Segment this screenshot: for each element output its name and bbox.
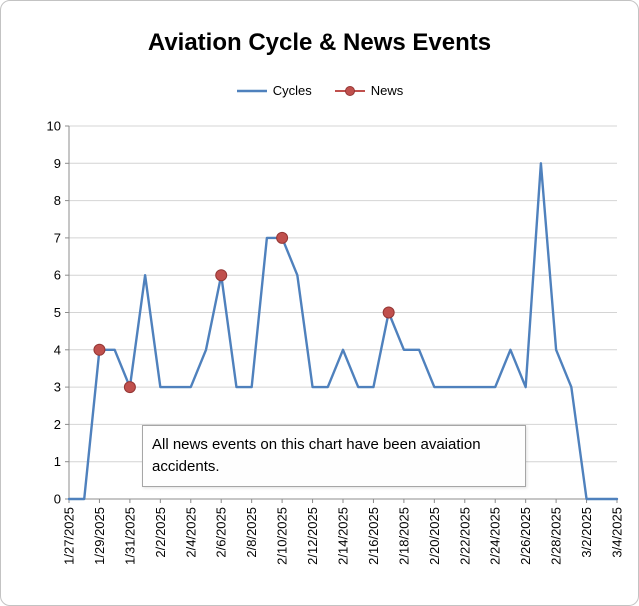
x-axis-label: 1/31/2025 [122, 507, 137, 565]
y-axis-label: 10 [47, 119, 61, 134]
legend-item-cycles[interactable]: Cycles [236, 83, 312, 98]
x-axis-label: 2/20/2025 [427, 507, 442, 565]
y-axis-label: 3 [54, 380, 61, 395]
y-axis-label: 0 [54, 492, 61, 507]
x-axis-label: 2/4/2025 [183, 507, 198, 558]
chart-title: Aviation Cycle & News Events [147, 29, 492, 56]
legend-label-cycles: Cycles [272, 83, 312, 98]
news-marker-swatch-icon [334, 85, 365, 96]
x-axis-label: 2/28/2025 [549, 507, 564, 565]
cycles-series-line[interactable] [67, 162, 619, 501]
cycles-line-swatch-icon [236, 89, 267, 92]
x-axis-label: 2/10/2025 [275, 507, 290, 565]
legend: Cycles News [1, 83, 638, 98]
x-axis-label: 2/8/2025 [244, 507, 259, 558]
x-axis-label: 2/12/2025 [305, 507, 320, 565]
news-event-marker[interactable] [382, 306, 395, 319]
x-axis-label: 2/2/2025 [153, 507, 168, 558]
x-axis-label: 2/18/2025 [396, 507, 411, 565]
y-axis-label: 9 [54, 156, 61, 171]
x-axis-label: 2/26/2025 [518, 507, 533, 565]
x-axis-label: 3/2/2025 [579, 507, 594, 558]
y-axis-label: 4 [54, 342, 61, 357]
annotation-box[interactable]: All news events on this chart have been … [142, 425, 526, 487]
x-axis-label: 1/27/2025 [62, 507, 77, 565]
x-axis-label: 1/29/2025 [92, 507, 107, 565]
x-axis-label: 2/16/2025 [366, 507, 381, 565]
news-event-marker[interactable] [276, 231, 289, 244]
news-event-marker[interactable] [123, 381, 136, 394]
news-event-marker[interactable] [215, 269, 228, 282]
y-axis-label: 5 [54, 305, 61, 320]
y-axis-label: 1 [54, 454, 61, 469]
x-axis-label: 2/6/2025 [214, 507, 229, 558]
y-axis-label: 6 [54, 268, 61, 283]
y-axis-label: 2 [54, 417, 61, 432]
x-axis-label: 2/24/2025 [488, 507, 503, 565]
x-axis-label: 3/4/2025 [610, 507, 625, 558]
x-axis-label: 2/14/2025 [336, 507, 351, 565]
y-axis-label: 7 [54, 230, 61, 245]
x-axis-label: 2/22/2025 [457, 507, 472, 565]
annotation-text: All news events on this chart have been … [152, 436, 481, 475]
y-axis-label: 8 [54, 193, 61, 208]
legend-item-news[interactable]: News [334, 83, 404, 98]
legend-label-news: News [370, 83, 404, 98]
news-event-marker[interactable] [93, 343, 106, 356]
